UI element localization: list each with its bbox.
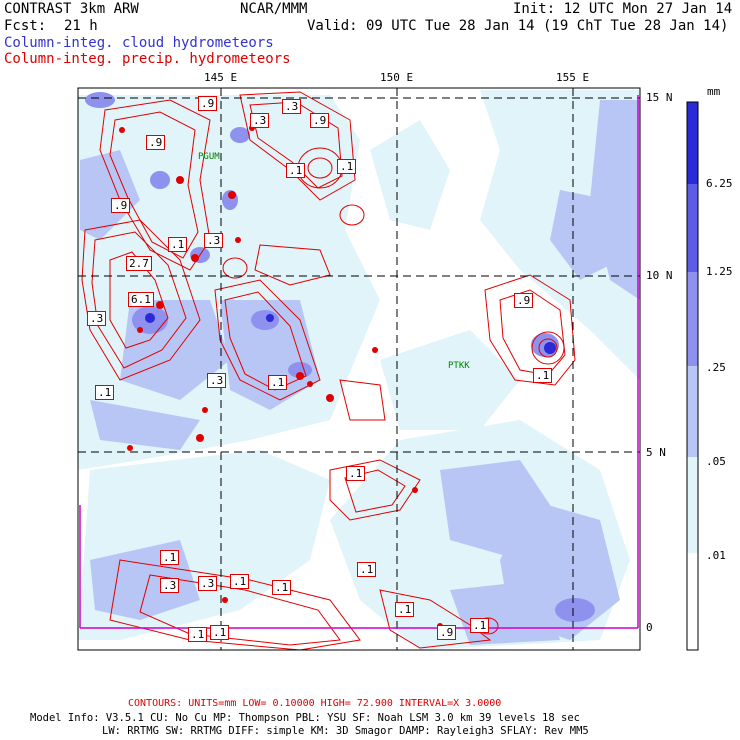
contour-label: .3 bbox=[87, 311, 107, 326]
domain-boundary bbox=[79, 95, 639, 629]
center-name: NCAR/MMM bbox=[240, 1, 308, 17]
precip-contours bbox=[81, 91, 576, 650]
model-info-line2: LW: RRTMG SW: RRTMG DIFF: simple KM: 3D … bbox=[102, 725, 589, 737]
contour-label: .1 bbox=[210, 625, 230, 640]
cloud-shading-medium bbox=[80, 100, 640, 645]
lon-label-150: 150 E bbox=[380, 71, 414, 84]
valid-time: Valid: 09 UTC Tue 28 Jan 14 (19 ChT Tue … bbox=[307, 18, 729, 34]
legend-cloud-hydrometeors: Column-integ. cloud hydrometeors bbox=[4, 35, 274, 51]
init-time: Init: 12 UTC Mon 27 Jan 14 bbox=[513, 1, 733, 17]
colorbar bbox=[686, 101, 699, 651]
lon-label-155: 155 E bbox=[556, 71, 590, 84]
colorbar-unit: mm bbox=[707, 85, 721, 98]
legend-precip-hydrometeors: Column-integ. precip. hydrometeors bbox=[4, 51, 291, 67]
product-title: CONTRAST 3km ARW bbox=[4, 1, 139, 17]
colorbar-label: .01 bbox=[706, 549, 726, 562]
colorbar-label: 6.25 bbox=[706, 177, 733, 190]
contour-label: .3 bbox=[160, 578, 180, 593]
contour-label: .9 bbox=[198, 96, 218, 111]
contour-label: .1 bbox=[337, 159, 357, 174]
lat-label-10n: 10 N bbox=[646, 269, 673, 282]
contour-label: 2.7 bbox=[126, 256, 152, 271]
cloud-shading-heavy bbox=[85, 92, 595, 622]
contour-label: .1 bbox=[95, 385, 115, 400]
contour-label: .1 bbox=[160, 550, 180, 565]
contour-label: .1 bbox=[346, 466, 366, 481]
model-info-line1: Model Info: V3.5.1 CU: No Cu MP: Thompso… bbox=[30, 712, 580, 724]
lat-label-15n: 15 N bbox=[646, 91, 673, 104]
contour-label: .1 bbox=[395, 602, 415, 617]
contour-label: .3 bbox=[282, 99, 302, 114]
forecast-label: Fcst: bbox=[4, 18, 47, 34]
contour-label: .1 bbox=[286, 163, 306, 178]
contour-label: .9 bbox=[111, 198, 131, 213]
map-border bbox=[77, 87, 641, 651]
contour-label: .9 bbox=[146, 135, 166, 150]
contour-label: .3 bbox=[198, 576, 218, 591]
contour-label: .1 bbox=[268, 375, 288, 390]
lat-label-5n: 5 N bbox=[646, 446, 666, 459]
contour-info: CONTOURS: UNITS=mm LOW= 0.10000 HIGH= 72… bbox=[128, 698, 502, 709]
contour-label: .3 bbox=[204, 233, 224, 248]
contour-label: .9 bbox=[437, 625, 457, 640]
lat-label-equator: 0 bbox=[646, 621, 653, 634]
contour-label: .1 bbox=[168, 237, 188, 252]
contour-label: .3 bbox=[207, 373, 227, 388]
cloud-shading-max bbox=[145, 313, 556, 354]
contour-label: .1 bbox=[470, 618, 490, 633]
forecast-hour: 21 h bbox=[64, 18, 98, 34]
colorbar-label: .05 bbox=[706, 455, 726, 468]
lat-lon-grid bbox=[78, 88, 640, 650]
contour-label: .1 bbox=[533, 368, 553, 383]
contour-label: .9 bbox=[514, 293, 534, 308]
colorbar-label: 1.25 bbox=[706, 265, 733, 278]
contour-label: .1 bbox=[272, 580, 292, 595]
colorbar-label: .25 bbox=[706, 361, 726, 374]
contour-label: 6.1 bbox=[128, 292, 154, 307]
contour-label: .3 bbox=[250, 113, 270, 128]
station-pgum: PGUM bbox=[198, 152, 220, 162]
contour-label: .1 bbox=[188, 627, 208, 642]
lon-label-145: 145 E bbox=[204, 71, 238, 84]
station-ptkk: PTKK bbox=[448, 361, 470, 371]
contour-label: .1 bbox=[357, 562, 377, 577]
contour-label: .1 bbox=[230, 574, 250, 589]
contour-label: .9 bbox=[310, 113, 330, 128]
